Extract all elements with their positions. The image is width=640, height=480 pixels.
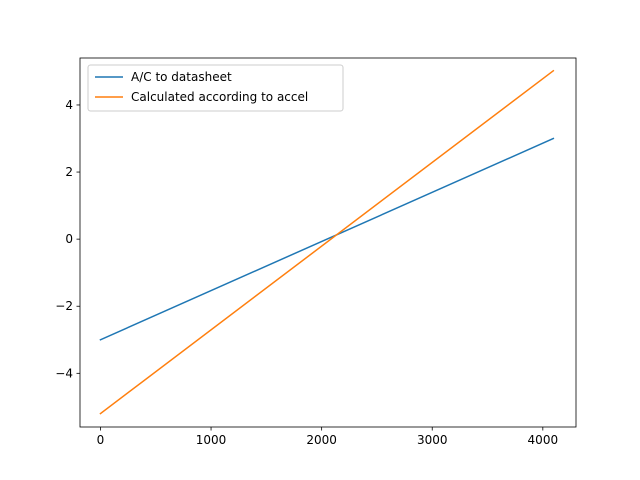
series-line-2 [99,69,555,415]
legend-label-2: Calculated according to accel [131,90,308,104]
y-tick-label: −2 [55,299,73,313]
x-tick-label: 1000 [196,433,227,447]
y-tick-label: 0 [65,232,73,246]
y-tick-label: 2 [65,165,73,179]
legend: A/C to datasheet Calculated according to … [87,64,344,112]
plot-area [99,69,555,415]
axes-frame [79,57,577,428]
series-line-1 [99,137,555,341]
y-tick-label: 4 [65,98,73,112]
axes: 0 1000 2000 3000 4000 −4 −2 0 2 4 [55,57,577,447]
x-tick-label: 4000 [528,433,559,447]
legend-label-1: A/C to datasheet [131,70,232,84]
x-tick-label: 0 [97,433,105,447]
x-tick-label: 3000 [417,433,448,447]
y-tick-label: −4 [55,366,73,380]
x-tick-label: 2000 [306,433,337,447]
legend-box [87,64,344,112]
